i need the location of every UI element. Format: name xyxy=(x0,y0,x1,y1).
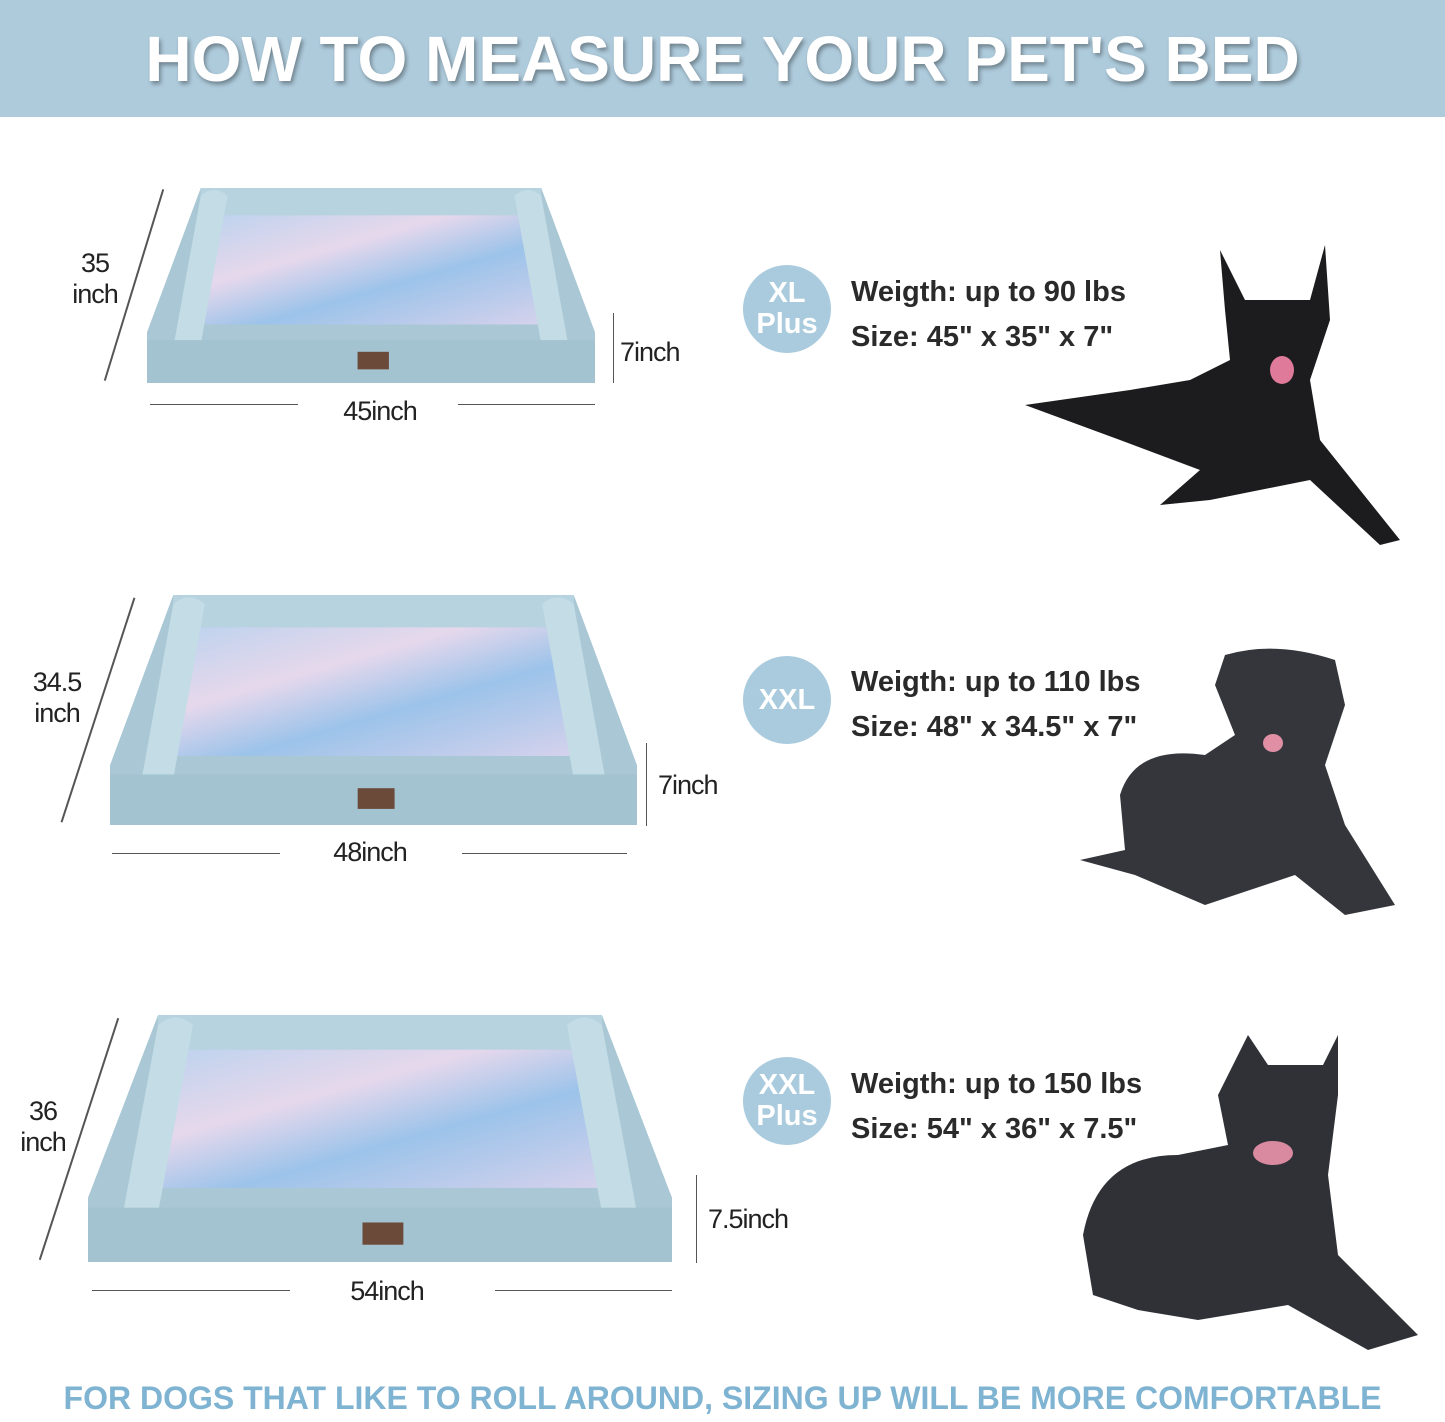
weight-text: Weigth: up to 150 lbs xyxy=(851,1068,1143,1100)
size-badge-xxl-plus: XXL Plus xyxy=(743,1057,831,1145)
width-guide-line xyxy=(458,404,595,405)
bed-info: Weigth: up to 150 lbs Size: 54" x 36" x 7… xyxy=(851,1062,1142,1152)
badge-line: XXL xyxy=(758,683,816,716)
badge-line: Plus xyxy=(756,1100,818,1132)
badge-line: Plus xyxy=(756,308,818,340)
height-label: 7.5inch xyxy=(708,1204,789,1234)
width-guide-line xyxy=(462,853,627,854)
depth-label: 34.5 inch xyxy=(22,667,92,729)
width-label: 45inch xyxy=(343,396,418,426)
footer-tip: FOR DOGS THAT LIKE TO ROLL AROUND, SIZIN… xyxy=(63,1380,1382,1416)
bed-xxl-plus-image xyxy=(88,1015,672,1262)
badge-line: XL xyxy=(768,277,806,309)
width-guide-line xyxy=(495,1290,672,1291)
depth-label: 36 inch xyxy=(8,1096,78,1158)
height-guide-line xyxy=(646,743,647,826)
size-text: Size: 54" x 36" x 7.5" xyxy=(851,1113,1138,1145)
depth-unit: inch xyxy=(34,698,81,728)
dog-image-german-shepherd xyxy=(1020,240,1405,555)
size-text: Size: 45" x 35" x 7" xyxy=(851,321,1114,353)
bed-info: Weigth: up to 90 lbs Size: 45" x 35" x 7" xyxy=(851,270,1126,360)
depth-unit: inch xyxy=(72,279,119,309)
weight-text: Weigth: up to 90 lbs xyxy=(851,276,1126,308)
dog-image-great-dane xyxy=(1075,645,1405,920)
height-label: 7inch xyxy=(620,337,681,367)
size-badge-xl-plus: XL Plus xyxy=(743,265,831,353)
depth-value: 35 xyxy=(80,248,110,278)
width-guide-line xyxy=(112,853,280,854)
header-banner: HOW TO MEASURE YOUR PET'S BED xyxy=(0,0,1445,117)
bed-xl-plus-image xyxy=(147,188,595,383)
width-guide-line xyxy=(92,1290,290,1291)
width-label: 48inch xyxy=(333,837,408,867)
badge-line: XXL xyxy=(758,1069,816,1101)
bed-info: Weigth: up to 110 lbs Size: 48" x 34.5" x… xyxy=(851,660,1141,750)
height-guide-line xyxy=(696,1175,697,1263)
depth-value: 34.5 xyxy=(32,667,83,697)
size-badge-xxl: XXL xyxy=(743,656,831,744)
depth-label: 35 inch xyxy=(60,248,130,310)
bed-xxl-image xyxy=(110,595,637,825)
size-text: Size: 48" x 34.5" x 7" xyxy=(851,711,1138,743)
page-title: HOW TO MEASURE YOUR PET'S BED xyxy=(145,22,1300,95)
height-guide-line xyxy=(613,313,614,383)
width-guide-line xyxy=(150,404,298,405)
height-label: 7inch xyxy=(658,770,719,800)
depth-value: 36 xyxy=(28,1096,58,1126)
width-label: 54inch xyxy=(350,1276,425,1306)
depth-unit: inch xyxy=(20,1127,67,1157)
weight-text: Weigth: up to 110 lbs xyxy=(851,666,1141,698)
dog-image-cane-corso xyxy=(1078,1035,1418,1355)
